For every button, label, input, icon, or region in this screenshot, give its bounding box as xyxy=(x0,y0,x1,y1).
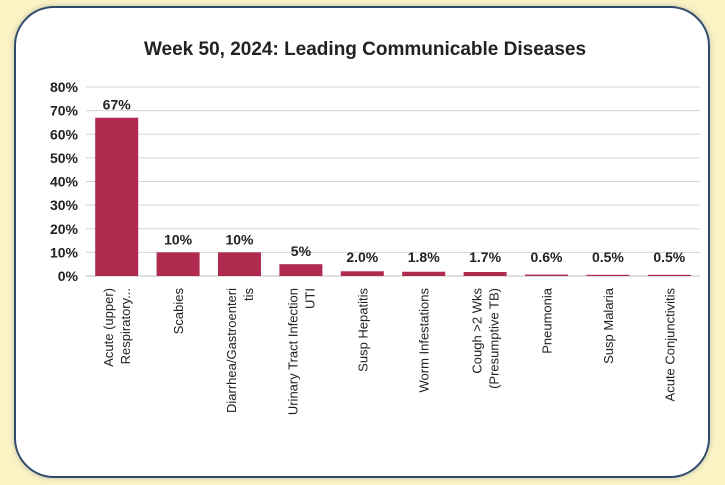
data-label: 1.8% xyxy=(408,249,440,265)
y-axis: 0% 10% 20% 30% 40% 50% 60% 70% 80% xyxy=(50,79,700,284)
data-label: 5% xyxy=(291,243,312,259)
data-label: 0.5% xyxy=(653,249,685,265)
category-label: Worm Infestations xyxy=(417,288,432,393)
category-label: Scabies xyxy=(171,288,186,335)
data-label: 67% xyxy=(103,97,132,113)
y-tick-label: 30% xyxy=(50,197,79,213)
data-label: 10% xyxy=(225,231,254,247)
y-tick-label: 60% xyxy=(50,126,79,142)
y-tick-label: 70% xyxy=(50,103,79,119)
data-label: 10% xyxy=(164,231,193,247)
y-tick-label: 40% xyxy=(50,174,79,190)
bar xyxy=(340,271,384,276)
y-tick-label: 0% xyxy=(58,268,79,284)
bar xyxy=(525,274,568,276)
bar xyxy=(647,274,691,276)
data-label: 1.7% xyxy=(469,249,501,265)
data-label: 0.5% xyxy=(592,249,624,265)
bar xyxy=(463,271,507,276)
bar xyxy=(95,117,139,277)
data-labels: 67% 10% 10% 5% 2.0% 1.8% 1.7% 0.6% 0.5% 0.5% xyxy=(103,97,686,265)
y-tick-label: 80% xyxy=(50,79,79,95)
category-label: Urinary Tract Infection UTI xyxy=(285,288,317,415)
category-label: Acute Conjunctivitis xyxy=(662,288,677,402)
chart-title: Week 50, 2024: Leading Communicable Dise… xyxy=(144,39,586,60)
category-label: Susp Hepatitis xyxy=(355,288,370,372)
category-label: Pneumonia xyxy=(540,287,555,354)
category-labels: Acute (upper) Respiratory... Scabies Diarrh… xyxy=(101,287,677,415)
bars xyxy=(95,117,691,277)
data-label: 2.0% xyxy=(346,249,378,265)
category-label: Cough >2 Wks (Presumptive TB) xyxy=(470,288,502,389)
y-tick-label: 20% xyxy=(50,221,79,237)
bar xyxy=(586,274,630,276)
data-label: 0.6% xyxy=(531,249,563,265)
bar xyxy=(156,252,200,276)
category-label: Acute (upper) Respiratory... xyxy=(101,288,133,367)
category-label: Susp Malaria xyxy=(601,287,616,364)
y-tick-label: 10% xyxy=(50,244,79,260)
category-label: Diarrhea/Gastroenteri tis xyxy=(224,288,256,414)
bar xyxy=(218,252,261,276)
bar xyxy=(279,264,323,276)
y-tick-label: 50% xyxy=(50,150,79,166)
gridlines xyxy=(86,86,700,253)
bar xyxy=(402,271,446,276)
